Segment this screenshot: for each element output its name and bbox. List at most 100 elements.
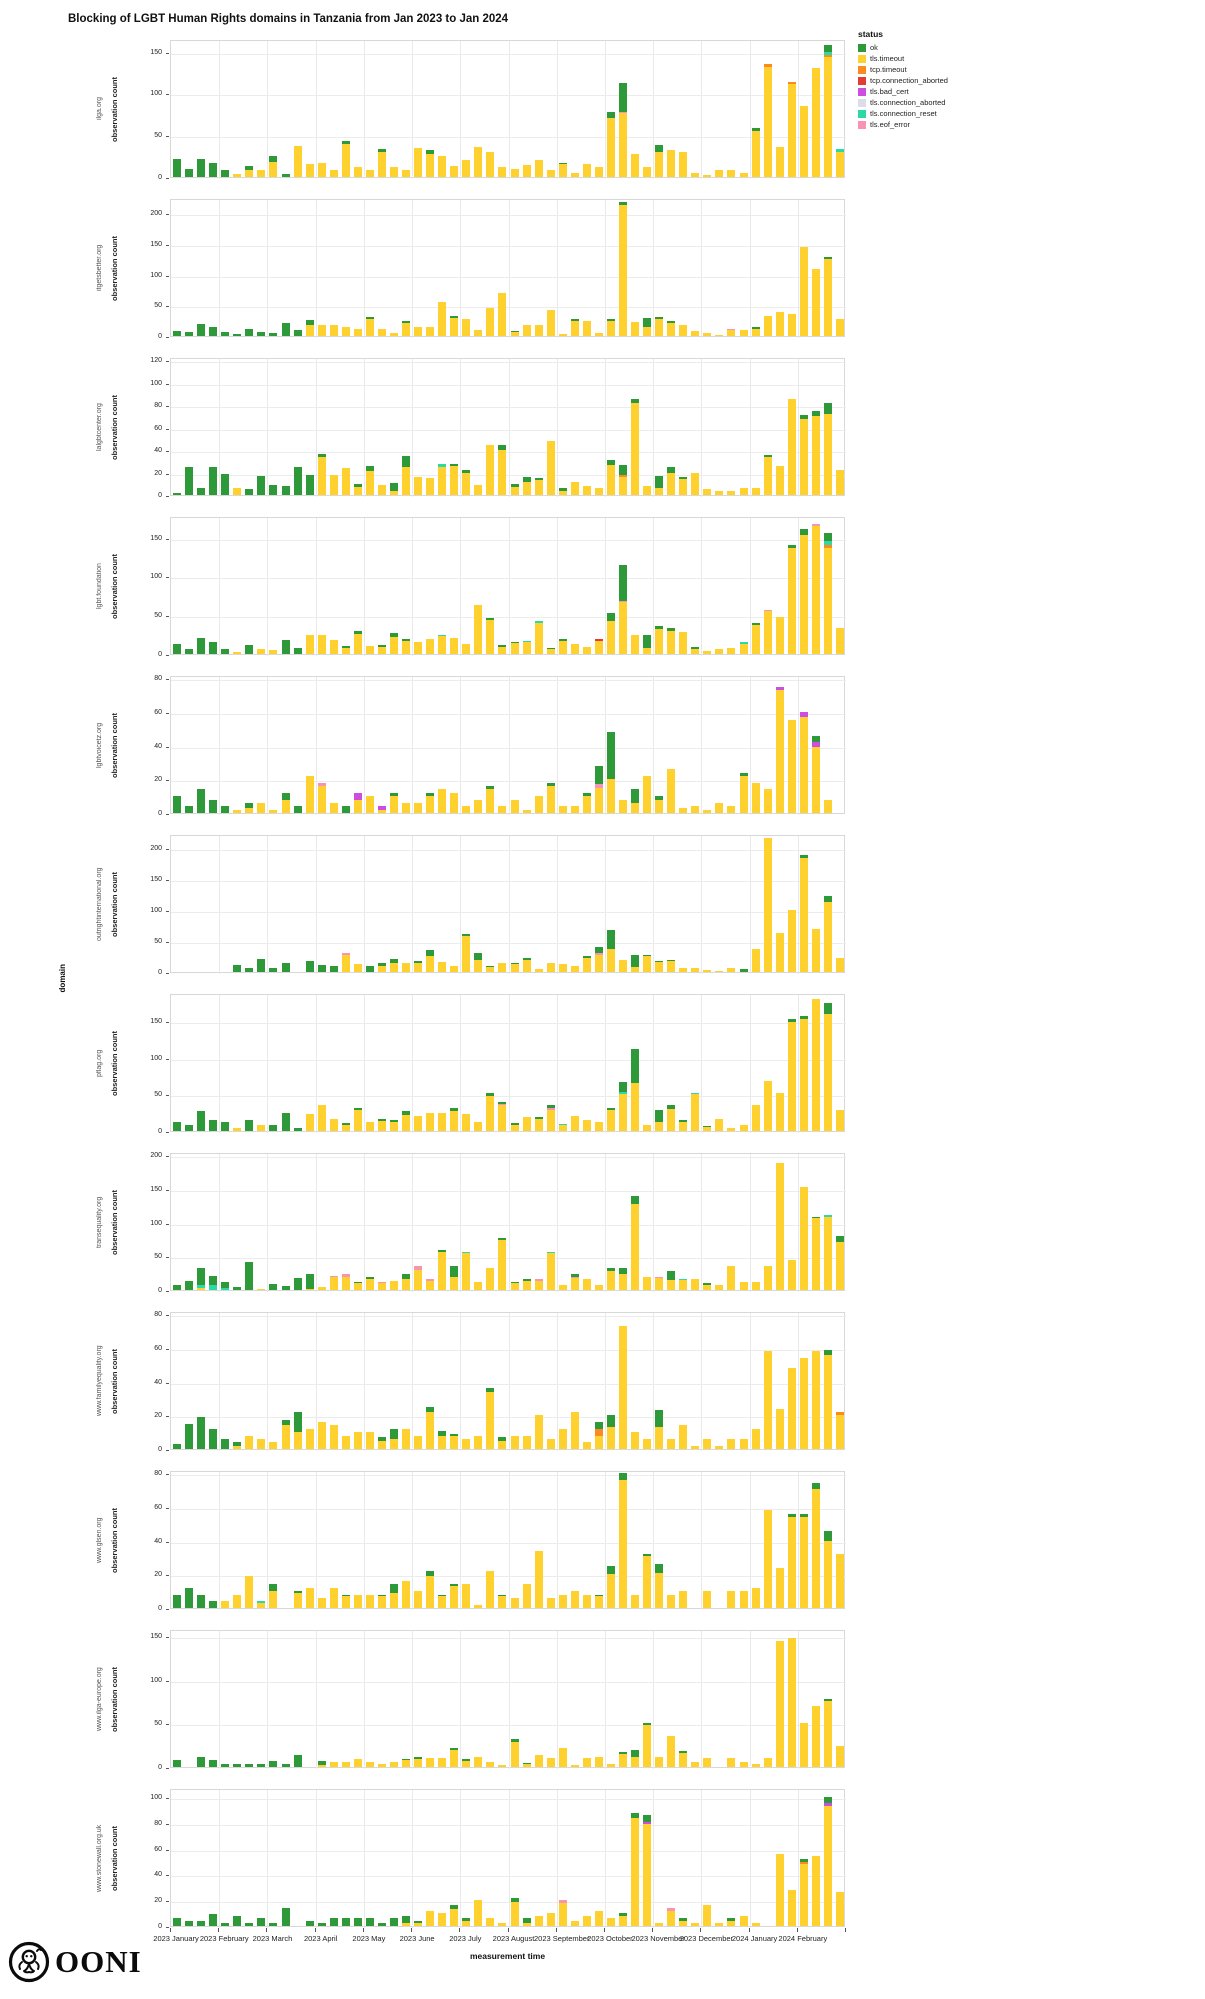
bar-segment-tls.timeout [775,1408,784,1449]
x-tick-label: 2023 October [587,1934,633,1943]
bar-segment-ok [402,1759,411,1761]
y-tick-label: 80 [154,1470,162,1478]
bar-segment-tls.timeout [329,1425,338,1449]
month-gridline [363,1472,365,1610]
bar-segment-ok [233,334,242,336]
month-gridline [797,1154,799,1292]
bar-segment-tcp.timeout [823,545,832,548]
month-gridline [797,1472,799,1610]
month-gridline [412,200,414,338]
bar-segment-ok [173,492,182,495]
bar-segment-tls.timeout [377,965,386,972]
bar-segment-tls.timeout [329,474,338,495]
bar-segment-tls.timeout [402,466,411,495]
bar-segment-tls.timeout [498,1765,507,1767]
month-gridline [508,359,510,497]
bar-segment-ok [221,806,230,813]
bar-segment-tls.timeout [727,806,736,813]
facet-domain-label: www.familyequality.org [96,1345,103,1417]
bar-segment-ok [281,640,290,654]
bar-segment-tls.eof_error [534,1279,543,1281]
y-tick-mark [166,1823,169,1825]
y-tick-mark [166,1798,169,1800]
bar-segment-tls.timeout [426,1113,435,1131]
month-gridline [267,41,269,179]
bar-segment-tls.timeout [377,1121,386,1131]
bar-segment-tls.timeout [775,1567,784,1608]
bar-segment-tls.timeout [594,787,603,813]
y-tick-mark [166,214,169,216]
bar-segment-ok [293,1411,302,1433]
bar-segment-tls.eof_error [341,1273,350,1277]
bar-segment-ok [209,799,218,813]
bar-segment-tls.timeout [450,318,459,336]
bar-segment-tls.timeout [522,1117,531,1131]
y-tick-label: 0 [158,174,162,181]
bar-segment-ok [269,1760,278,1767]
y-tick-label: 150 [150,1632,162,1640]
bar-segment-tls.timeout [703,650,712,654]
bar-segment-tls.timeout [426,326,435,336]
y-tick-mark [166,679,169,681]
bar-segment-tls.eof_error [558,1900,567,1903]
x-axis-title: measurement time [469,1951,546,1961]
bar-segment-tls.timeout [570,643,579,654]
bar-segment-ok [619,202,627,206]
bar-segment-ok [426,792,435,797]
bar-segment-tls.timeout [438,1251,447,1290]
bar-segment-ok [221,649,230,654]
bar-segment-tls.bad_cert [811,742,820,748]
month-gridline [653,677,655,815]
bar-segment-ok [534,478,543,481]
bar-segment-tls.timeout [546,1913,555,1926]
bar-segment-ok [185,806,194,813]
bar-segment-tls.timeout [534,1550,543,1608]
bar-segment-tls.timeout [498,450,507,495]
bar-segment-ok [835,1235,844,1242]
x-tick-mark [362,1928,364,1932]
bar-segment-ok [606,1108,615,1111]
bar-segment-ok [221,473,230,495]
y-axis-title: observation count [110,394,119,460]
month-gridline [749,677,751,815]
bar-segment-tls.timeout [510,332,519,336]
y-gridline [171,1902,846,1904]
bar-segment-tls.timeout [486,308,495,336]
bar-segment-ok [173,643,182,654]
facet-domain-label: transequality.org [96,1196,103,1248]
ooni-logo: OONI [8,1941,142,1983]
bar-segment-tls.timeout [727,1128,736,1131]
bar-segment-tls.timeout [293,1432,302,1449]
y-tick-label: 0 [158,1128,162,1135]
bar-segment-ok [185,332,194,336]
y-gridline [171,1157,846,1159]
month-gridline [460,518,462,656]
bar-segment-tls.timeout [365,471,374,495]
bar-segment-ok [655,475,664,489]
month-gridline [412,1154,414,1292]
bar-segment-tls.timeout [775,1853,784,1926]
month-gridline [460,836,462,974]
bar-segment-tls.timeout [353,633,362,654]
bar-segment-ok [619,1081,627,1093]
bar-segment-ok [281,173,290,177]
y-tick-mark [166,245,169,246]
bar-segment-tls.timeout [823,1354,832,1449]
bar-segment-tls.timeout [414,642,423,654]
bar-segment-ok [631,398,640,403]
month-gridline [363,41,365,179]
bar-segment-tls.connection_reset [679,1278,688,1280]
month-gridline [556,518,558,656]
bar-segment-tls.timeout [763,456,772,495]
bar-segment-tls.timeout [546,649,555,654]
month-gridline [797,41,799,179]
bar-segment-tls.timeout [727,647,736,654]
bar-segment-tls.timeout [438,302,447,336]
bar-segment-ok [245,166,254,171]
month-gridline [363,1313,365,1451]
y-tick-mark [166,1156,169,1158]
y-tick-mark [166,1291,169,1292]
y-gridline [171,53,846,55]
y-gridline [171,1637,846,1639]
bar-segment-tls.timeout [510,1901,519,1926]
